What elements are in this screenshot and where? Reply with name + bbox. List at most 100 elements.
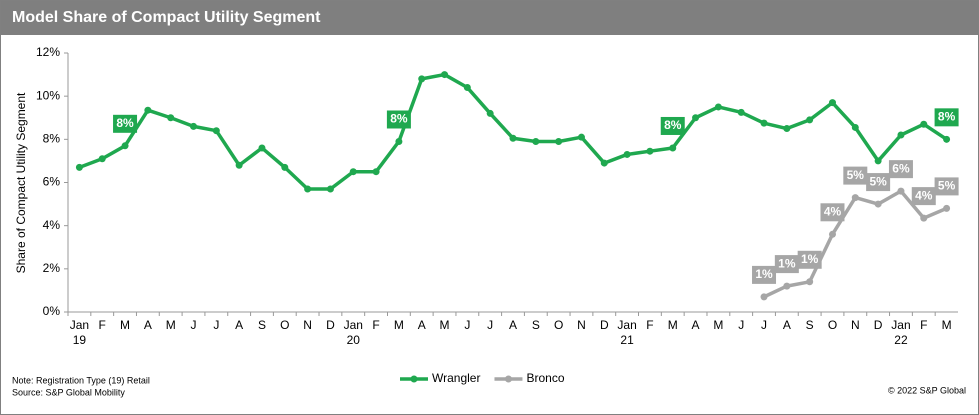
x-tick-label: M [942, 318, 952, 332]
x-tick-label: A [692, 318, 700, 332]
point [943, 135, 951, 143]
point [441, 71, 449, 79]
label-box [934, 108, 959, 127]
label-box [660, 116, 685, 135]
point [669, 144, 677, 152]
x-tick-label: O [280, 318, 289, 332]
point [851, 123, 859, 131]
x-tick-label: A [144, 318, 152, 332]
x-tick-label: D [326, 318, 335, 332]
point [828, 230, 836, 238]
x-tick-label: J [487, 318, 493, 332]
x-tick-label: F [372, 318, 379, 332]
data-label: 8% [664, 118, 682, 132]
x-tick-label: N [303, 318, 312, 332]
point [463, 84, 471, 92]
label-box [888, 160, 913, 179]
x-tick-label: M [440, 318, 450, 332]
x-tick-label: Jan [617, 318, 636, 332]
data-label: 8% [938, 110, 956, 124]
x-tick-label: J [761, 318, 767, 332]
x-tick-label: F [99, 318, 106, 332]
y-tick-label: 2% [43, 261, 61, 275]
point [75, 163, 83, 171]
point [98, 155, 106, 163]
point [920, 120, 928, 128]
x-tick-label: S [806, 318, 814, 332]
point [486, 109, 494, 117]
point [806, 278, 814, 286]
data-label: 6% [892, 161, 910, 175]
point [212, 127, 220, 135]
point [235, 161, 243, 169]
label-box [866, 173, 891, 192]
label-box [820, 203, 845, 222]
point [555, 137, 563, 145]
note: Note: Registration Type (19) Retail [12, 375, 150, 385]
x-tick-label: M [668, 318, 678, 332]
chart-title: Model Share of Compact Utility Segment [12, 9, 321, 26]
data-label: 1% [755, 267, 773, 281]
label-box [797, 250, 822, 269]
point [851, 194, 859, 202]
x-tick-label: N [577, 318, 586, 332]
source: Source: S&P Global Mobility [12, 387, 125, 397]
point [349, 168, 357, 176]
y-tick-label: 6% [43, 175, 61, 189]
point [692, 114, 700, 122]
point [783, 125, 791, 133]
point [144, 106, 152, 114]
x-tick-label: A [235, 318, 243, 332]
y-tick-label: 10% [36, 88, 60, 102]
x-tick-label: A [783, 318, 791, 332]
x-year-label: 20 [347, 333, 361, 347]
label-box [113, 114, 138, 133]
x-year-label: 21 [620, 333, 634, 347]
data-label: 1% [801, 252, 819, 266]
x-tick-label: Jan [70, 318, 89, 332]
data-label: 4% [824, 204, 842, 218]
legend-marker [504, 375, 512, 383]
point [623, 150, 631, 158]
x-tick-label: O [554, 318, 563, 332]
copyright: © 2022 S&P Global [888, 385, 966, 395]
data-label: 5% [938, 179, 956, 193]
label-box [752, 265, 777, 284]
data-label: 8% [390, 112, 408, 126]
legend-marker [410, 375, 418, 383]
x-tick-label: A [418, 318, 426, 332]
x-year-label: 19 [73, 333, 87, 347]
y-tick-label: 8% [43, 132, 61, 146]
point [509, 134, 517, 142]
point [121, 142, 129, 150]
x-tick-label: M [166, 318, 176, 332]
x-tick-label: M [120, 318, 130, 332]
label-box [843, 166, 868, 185]
y-tick-label: 0% [43, 304, 61, 318]
point [897, 131, 905, 139]
x-tick-label: Jan [891, 318, 910, 332]
point [737, 108, 745, 116]
point [326, 185, 334, 193]
point [874, 157, 882, 165]
data-label: 8% [116, 116, 134, 130]
point [874, 200, 882, 208]
data-label: 4% [915, 188, 933, 202]
x-tick-label: J [464, 318, 470, 332]
point [897, 187, 905, 195]
point [646, 147, 654, 155]
y-tick-label: 12% [36, 45, 60, 59]
y-tick-label: 4% [43, 218, 61, 232]
point [783, 282, 791, 290]
point [372, 168, 380, 176]
x-tick-label: N [851, 318, 860, 332]
point [304, 185, 312, 193]
x-tick-label: J [213, 318, 219, 332]
point [714, 103, 722, 111]
x-tick-label: J [738, 318, 744, 332]
x-tick-label: D [600, 318, 609, 332]
point [920, 214, 928, 222]
x-year-label: 22 [894, 333, 908, 347]
